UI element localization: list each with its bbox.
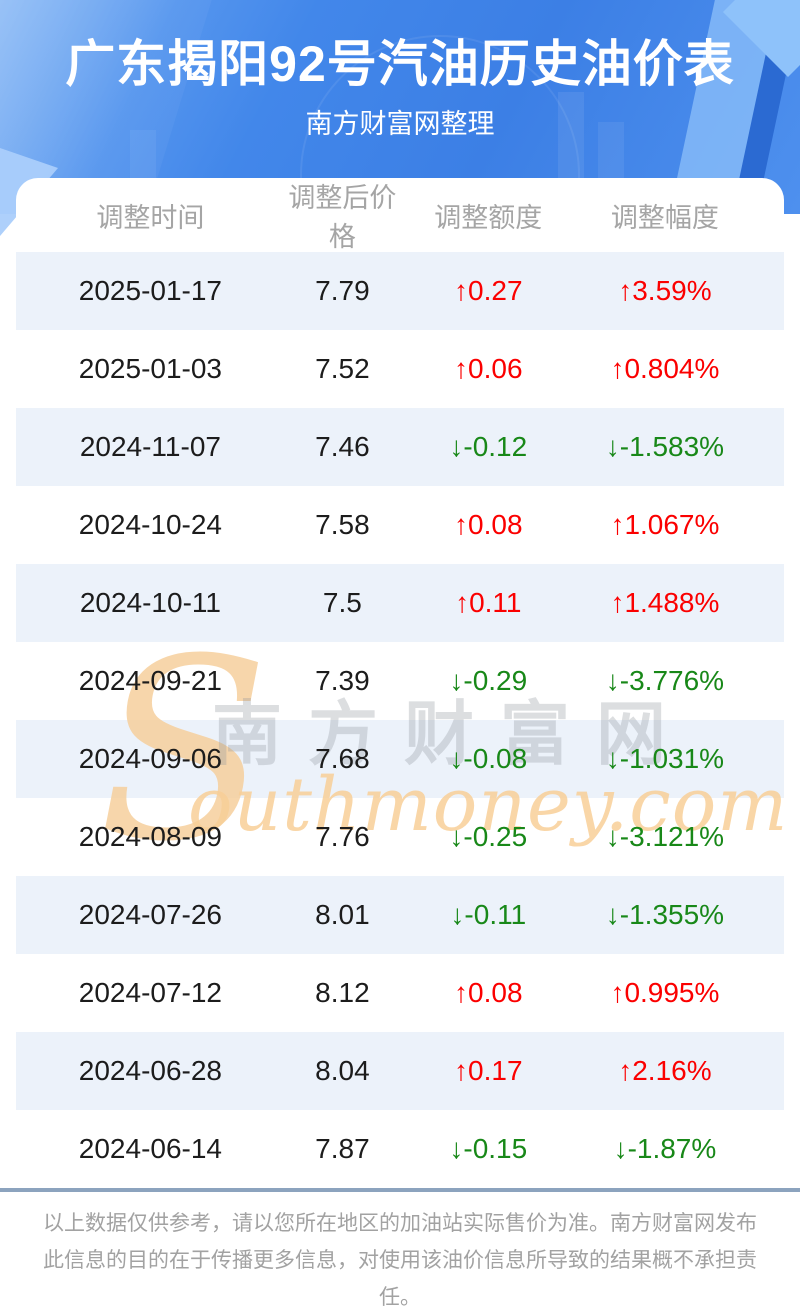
- disclaimer-text: 以上数据仅供参考，请以您所在地区的加油站实际售价为准。南方财富网发布此信息的目的…: [43, 1212, 757, 1309]
- cell-change: ↑0.06: [454, 353, 523, 384]
- column-header-change: 调整额度: [434, 202, 543, 233]
- table-row: 2024-09-06 7.68 ↓-0.08 ↓-1.031%: [16, 720, 784, 798]
- cell-price: 7.52: [315, 353, 370, 384]
- footer-divider: [0, 1188, 800, 1192]
- table-row: 2024-06-14 7.87 ↓-0.15 ↓-1.87%: [16, 1110, 784, 1188]
- cell-change-pct: ↑2.16%: [618, 1055, 712, 1086]
- cell-date: 2024-10-11: [79, 587, 221, 618]
- cell-change-pct: ↓-1.355%: [605, 899, 725, 930]
- column-header-change-pct: 调整幅度: [610, 202, 719, 233]
- cell-date: 2024-10-24: [78, 509, 223, 540]
- banner-decoration-bar: [598, 122, 624, 182]
- table-row: 2024-09-21 7.39 ↓-0.29 ↓-3.776%: [16, 642, 784, 720]
- cell-change-pct: ↓-1.87%: [613, 1133, 717, 1164]
- cell-change-pct: ↑0.995%: [610, 977, 720, 1008]
- cell-price: 7.76: [315, 821, 370, 852]
- cell-price: 8.01: [315, 899, 370, 930]
- cell-change-pct: ↑3.59%: [618, 275, 712, 306]
- table-row: 2025-01-17 7.79 ↑0.27 ↑3.59%: [16, 252, 784, 330]
- cell-change: ↑0.27: [454, 275, 523, 306]
- table-row: 2024-10-24 7.58 ↑0.08 ↑1.067%: [16, 486, 784, 564]
- table-row: 2024-11-07 7.46 ↓-0.12 ↓-1.583%: [16, 408, 784, 486]
- cell-change: ↓-0.11: [450, 899, 527, 930]
- cell-price: 7.79: [315, 275, 370, 306]
- cell-change: ↓-0.15: [449, 1133, 528, 1164]
- cell-date: 2024-11-07: [79, 431, 221, 462]
- table-row: 2024-06-28 8.04 ↑0.17 ↑2.16%: [16, 1032, 784, 1110]
- page-title: 广东揭阳92号汽油历史油价表: [65, 36, 735, 92]
- cell-date: 2025-01-03: [78, 353, 223, 384]
- table-row: 2024-10-11 7.5 ↑0.11 ↑1.488%: [16, 564, 784, 642]
- column-header-price: 调整后价格: [288, 183, 397, 252]
- banner-decoration-bar: [558, 92, 584, 182]
- cell-change: ↑0.11: [455, 587, 522, 618]
- cell-change: ↓-0.08: [449, 743, 528, 774]
- cell-date: 2024-07-12: [78, 977, 223, 1008]
- cell-change: ↑0.08: [454, 977, 523, 1008]
- cell-change-pct: ↑0.804%: [610, 353, 720, 384]
- cell-change-pct: ↑1.488%: [610, 587, 720, 618]
- cell-price: 8.04: [315, 1055, 370, 1086]
- cell-change-pct: ↓-3.121%: [605, 821, 725, 852]
- cell-date: 2024-08-09: [78, 821, 223, 852]
- table-header-row: 调整时间 调整后价格 调整额度 调整幅度: [16, 178, 784, 252]
- cell-price: 8.12: [315, 977, 370, 1008]
- cell-price: 7.5: [322, 587, 362, 618]
- page-subtitle: 南方财富网整理: [305, 109, 495, 139]
- cell-change-pct: ↑1.067%: [610, 509, 720, 540]
- price-table-card: 调整时间 调整后价格 调整额度 调整幅度 2025-01-17 7.79 ↑0.…: [16, 178, 784, 1188]
- cell-date: 2025-01-17: [78, 275, 223, 306]
- table-row: 2024-07-12 8.12 ↑0.08 ↑0.995%: [16, 954, 784, 1032]
- cell-change-pct: ↓-1.031%: [605, 743, 725, 774]
- cell-change: ↑0.17: [454, 1055, 523, 1086]
- banner-decoration-bar: [130, 130, 156, 185]
- cell-date: 2024-07-26: [78, 899, 223, 930]
- cell-price: 7.87: [315, 1133, 370, 1164]
- table-body: 2025-01-17 7.79 ↑0.27 ↑3.59% 2025-01-03 …: [16, 252, 784, 1188]
- cell-change-pct: ↓-3.776%: [605, 665, 725, 696]
- cell-date: 2024-09-06: [78, 743, 223, 774]
- cell-change: ↓-0.29: [449, 665, 528, 696]
- cell-price: 7.39: [315, 665, 370, 696]
- cell-date: 2024-06-28: [78, 1055, 223, 1086]
- cell-change-pct: ↓-1.583%: [605, 431, 725, 462]
- cell-price: 7.46: [315, 431, 370, 462]
- table-row: 2024-08-09 7.76 ↓-0.25 ↓-3.121%: [16, 798, 784, 876]
- cell-change: ↓-0.12: [449, 431, 528, 462]
- cell-date: 2024-06-14: [78, 1133, 223, 1164]
- table-row: 2024-07-26 8.01 ↓-0.11 ↓-1.355%: [16, 876, 784, 954]
- cell-change: ↑0.08: [454, 509, 523, 540]
- table-row: 2025-01-03 7.52 ↑0.06 ↑0.804%: [16, 330, 784, 408]
- cell-change: ↓-0.25: [449, 821, 528, 852]
- column-header-date: 调整时间: [96, 202, 205, 233]
- cell-date: 2024-09-21: [78, 665, 223, 696]
- cell-price: 7.68: [315, 743, 370, 774]
- cell-price: 7.58: [315, 509, 370, 540]
